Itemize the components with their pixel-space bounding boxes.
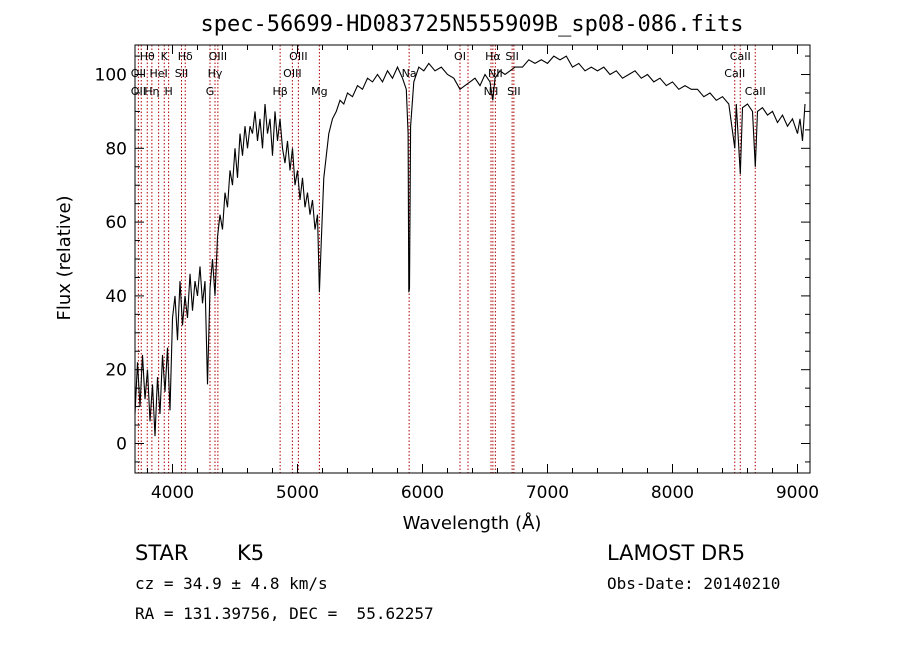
- y-tick-label: 100: [95, 66, 127, 86]
- line-label: SII: [505, 50, 518, 63]
- line-label: OIII: [289, 50, 307, 63]
- object-subclass: K5: [237, 541, 265, 565]
- line-label: Na: [402, 67, 417, 80]
- x-tick-label: 7000: [526, 483, 569, 503]
- chart-title: spec-56699-HD083725N555909B_sp08-086.fit…: [200, 12, 743, 37]
- y-tick-label: 60: [105, 213, 127, 233]
- survey-name: LAMOST DR5: [607, 541, 746, 565]
- line-label: OIII: [209, 50, 227, 63]
- x-tick-label: 5000: [276, 483, 319, 503]
- y-axis-label: Flux (relative): [54, 195, 75, 320]
- observation-date: Obs-Date: 20140210: [607, 574, 781, 593]
- line-label: OIII: [283, 67, 301, 80]
- line-label: SII: [507, 85, 520, 98]
- x-tick-label: 4000: [151, 483, 194, 503]
- line-label: SII: [175, 67, 188, 80]
- line-label: CaII: [730, 50, 751, 63]
- spectrum-line: [134, 55, 806, 437]
- emission-line-markers: [137, 45, 756, 473]
- x-tick-label: 6000: [401, 483, 444, 503]
- plot-frame: [134, 44, 811, 474]
- line-label: H: [164, 85, 172, 98]
- line-label: Hθ: [140, 50, 155, 63]
- x-axis: 4000 5000 6000 7000 8000 9000: [147, 45, 819, 503]
- x-axis-label: Wavelength (Å): [403, 512, 542, 534]
- line-label: CaII: [745, 85, 766, 98]
- line-label: Hγ: [208, 67, 223, 80]
- y-tick-label: 20: [105, 361, 127, 381]
- line-label: Mg: [311, 85, 327, 98]
- emission-line-labels: Hθ K Hδ OIII OIII OI Hα SII CaII OII HeI SII Hγ OIII N…: [131, 50, 766, 98]
- line-label: OII: [131, 67, 146, 80]
- line-label: CaII: [724, 67, 745, 80]
- line-label: Hη: [144, 85, 159, 98]
- line-label: OI: [454, 50, 466, 63]
- coordinates: RA = 131.39756, DEC = 55.62257: [135, 604, 434, 623]
- y-axis: 0 20 40 60 80 100: [95, 55, 810, 463]
- x-tick-label: 8000: [651, 483, 694, 503]
- y-tick-label: 40: [105, 287, 127, 307]
- line-label: Hδ: [178, 50, 193, 63]
- line-label: NII: [488, 67, 503, 80]
- line-label: K: [161, 50, 169, 63]
- line-label: G: [206, 85, 215, 98]
- object-class: STAR: [135, 541, 189, 565]
- line-label: HeI: [149, 67, 167, 80]
- y-tick-label: 80: [105, 139, 127, 159]
- x-tick-label: 9000: [776, 483, 819, 503]
- line-label: Hα: [485, 50, 501, 63]
- y-tick-label: 0: [116, 434, 127, 454]
- line-label: Hβ: [272, 85, 287, 98]
- redshift-value: cz = 34.9 ± 4.8 km/s: [135, 574, 328, 593]
